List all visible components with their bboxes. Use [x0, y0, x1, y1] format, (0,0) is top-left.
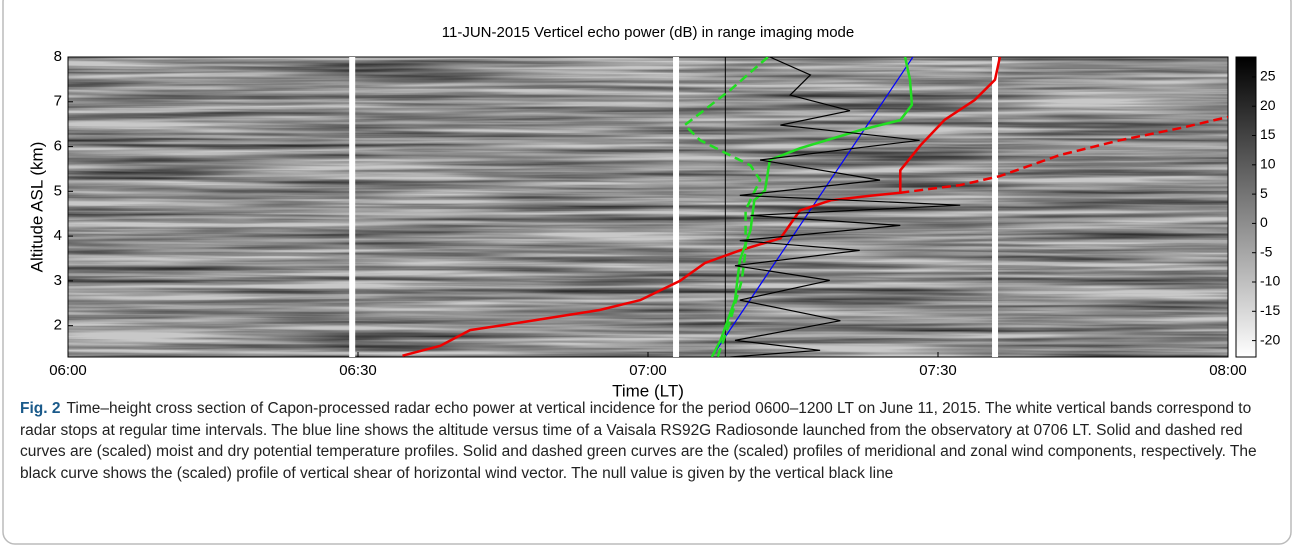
colorbar	[1235, 56, 1257, 358]
caption-label: Fig. 2	[20, 400, 61, 417]
caption: Fig. 2 Time–height cross section of Capon…	[20, 398, 1270, 484]
y-tick-label: 3	[54, 272, 62, 289]
heatmap-texture	[68, 57, 1228, 357]
plot	[349, 57, 1228, 357]
colorbar-tick-label: 10	[1260, 156, 1276, 172]
y-tick-label: 8	[54, 48, 62, 65]
curve	[710, 57, 914, 357]
radar-stop	[349, 57, 356, 357]
colorbar-tick-label: -15	[1260, 302, 1280, 318]
radar-stop	[992, 57, 999, 357]
x-tick-label: 07:00	[629, 362, 667, 379]
colorbar-tick-label: -5	[1260, 243, 1273, 259]
chart-title: 11-JUN-2015 Verticel echo power (dB) in …	[442, 24, 854, 41]
colorbar-tick-label: 15	[1260, 126, 1276, 142]
y-tick-label: 6	[54, 138, 62, 155]
curve	[730, 57, 961, 357]
curve	[682, 57, 769, 357]
y-axis-label: Altitude ASL (km)	[27, 142, 46, 273]
caption-text: Time–height cross section of Capon-proce…	[20, 400, 1257, 482]
colorbar-tick-label: 25	[1260, 68, 1276, 84]
colorbar-tick-label: 20	[1260, 97, 1276, 113]
x-axis-label: Time (LT)	[612, 381, 684, 400]
radar-stop	[673, 57, 680, 357]
y-tick-label: 7	[54, 93, 62, 110]
colorbar-tick-label: -10	[1260, 273, 1280, 289]
x-tick-label: 06:00	[49, 362, 87, 379]
y-tick-label: 5	[54, 182, 62, 199]
y-tick-label: 2	[54, 317, 62, 334]
x-tick-label: 06:30	[339, 362, 377, 379]
colorbar-tick-label: 0	[1260, 214, 1268, 230]
curve	[900, 115, 1228, 194]
colorbar-tick-label: -20	[1260, 331, 1280, 347]
curve	[402, 57, 1002, 357]
x-tick-label: 08:00	[1209, 362, 1247, 379]
x-tick-label: 07:30	[919, 362, 957, 379]
colorbar-tick-label: 5	[1260, 185, 1268, 201]
y-tick-label: 4	[54, 227, 62, 244]
